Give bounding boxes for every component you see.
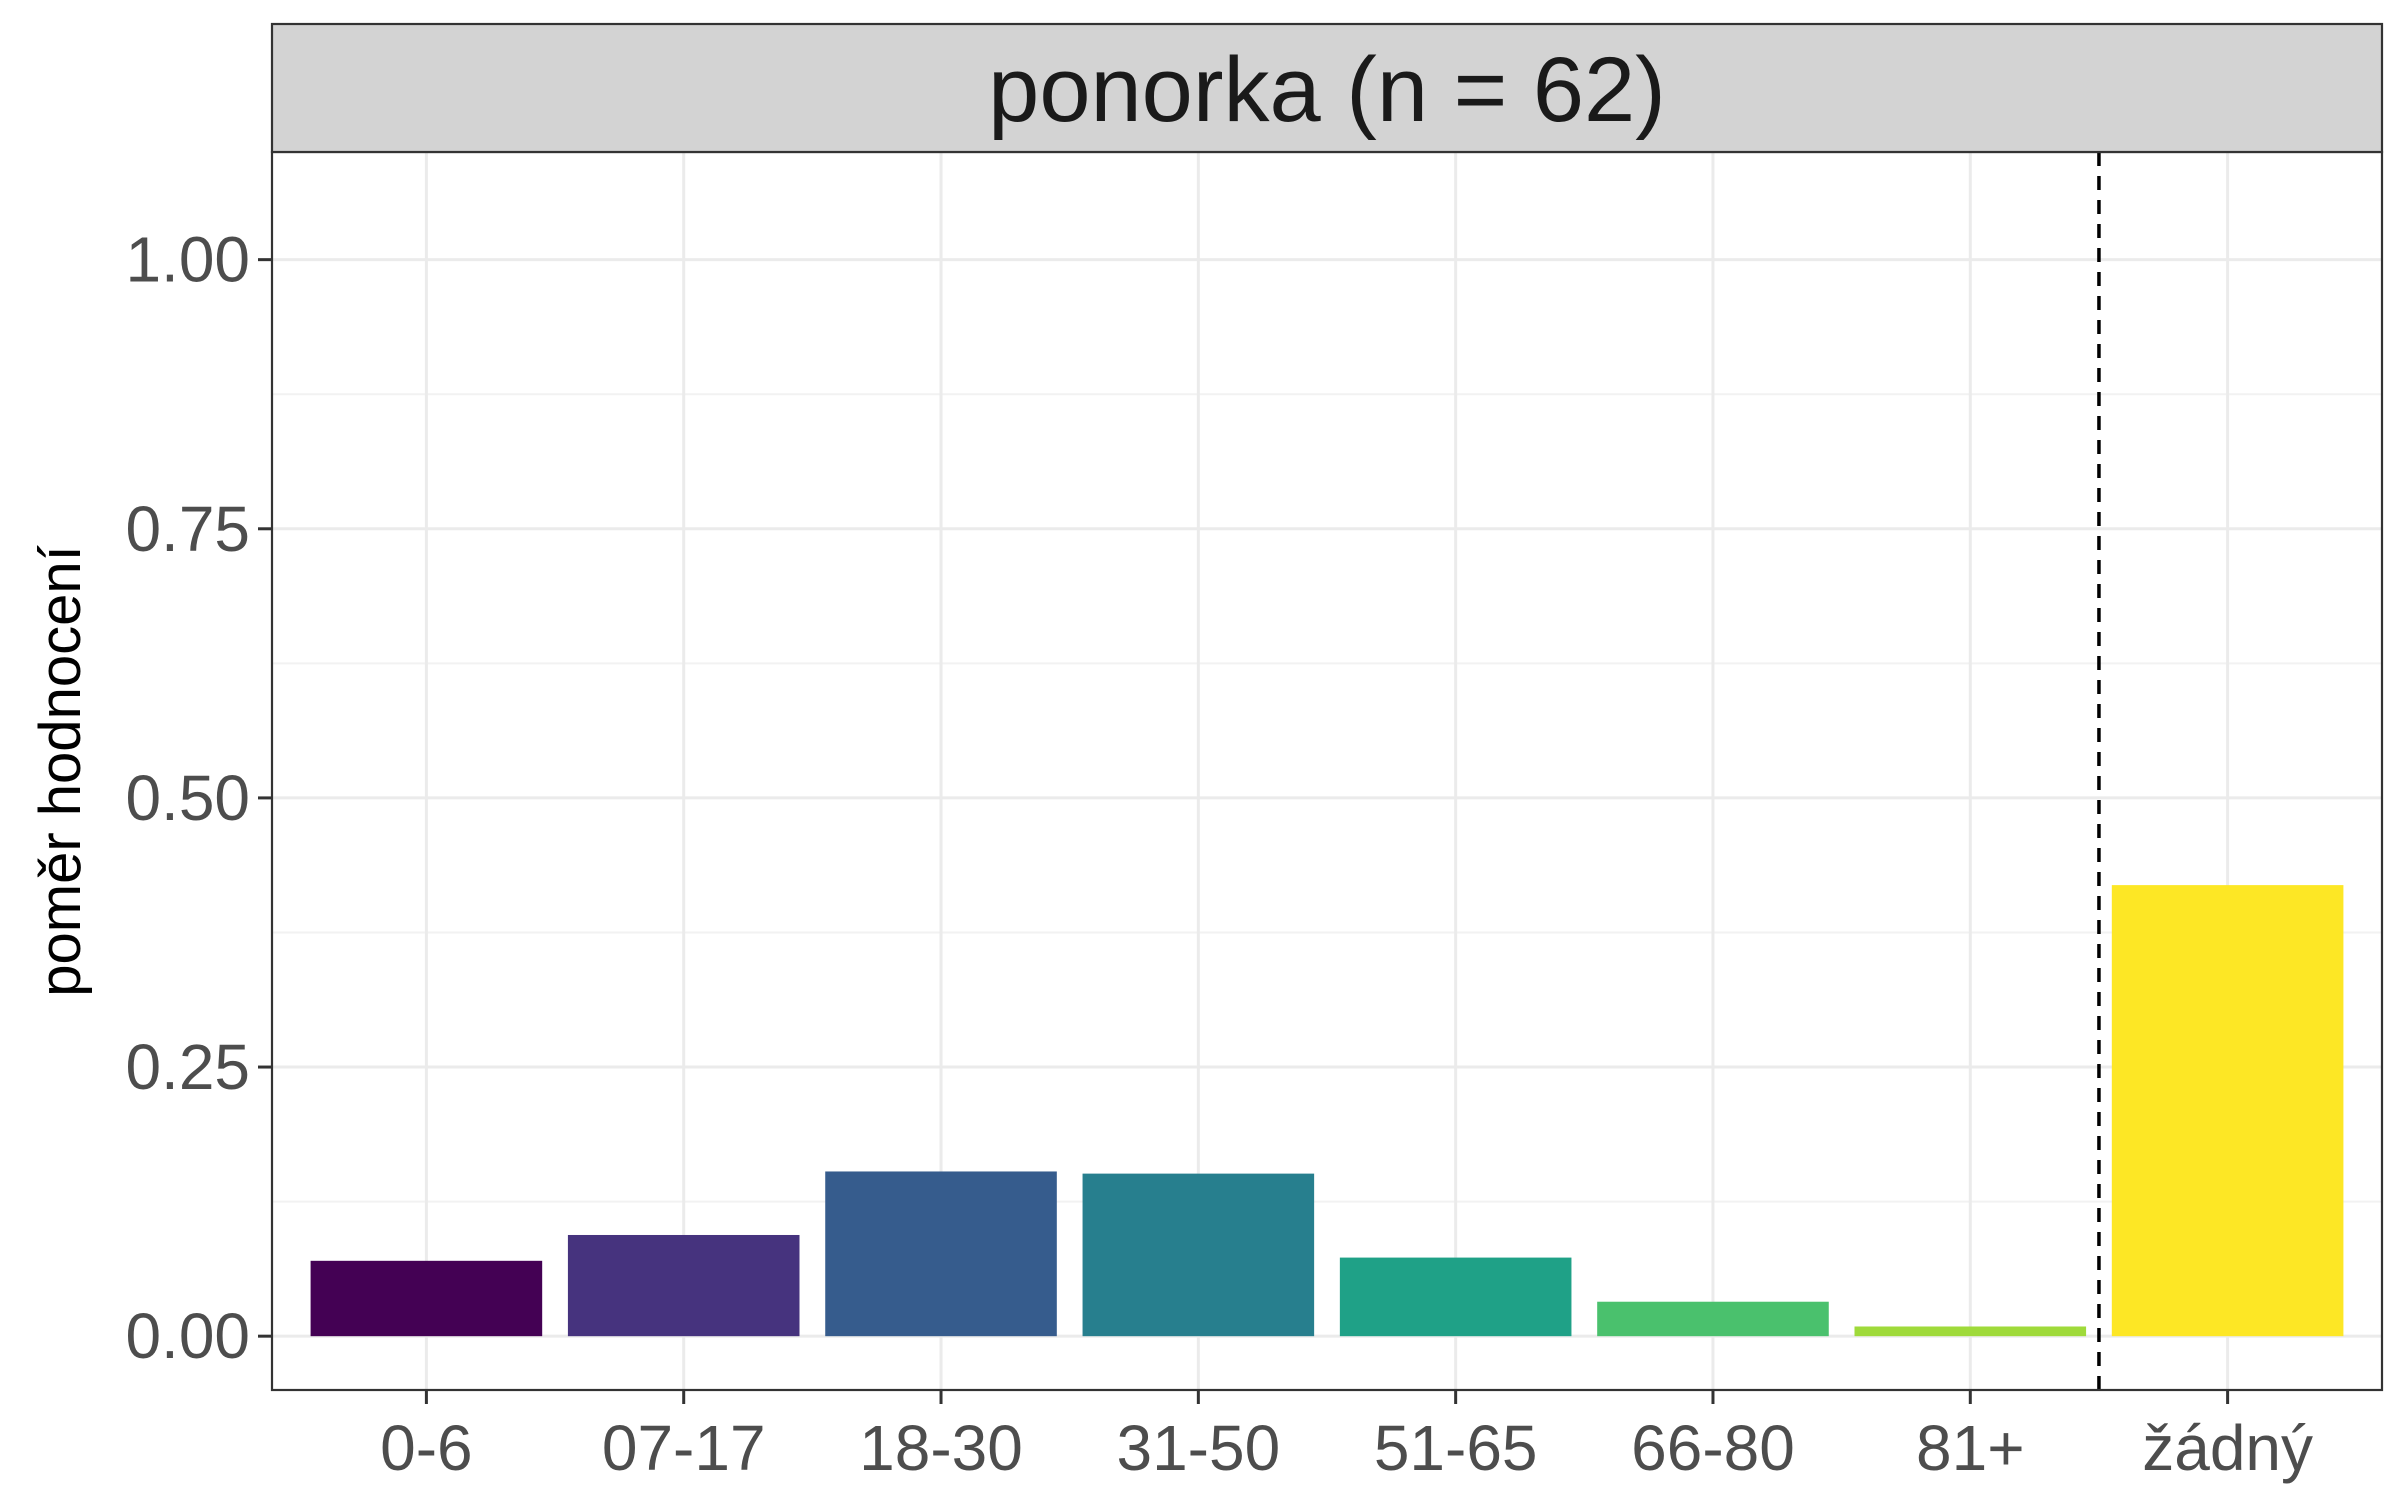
x-tick-label: 07-17	[602, 1412, 766, 1484]
x-tick-label: 18-30	[859, 1412, 1023, 1484]
bar-31-50	[1082, 1173, 1315, 1337]
bar-81+	[1854, 1326, 2087, 1337]
y-axis-title: poměr hodnocení	[28, 545, 93, 996]
x-tick-label: 81+	[1916, 1412, 2025, 1484]
y-tick-label: 0.75	[125, 493, 250, 565]
bar-51-65	[1339, 1257, 1572, 1337]
facet-strip	[270, 22, 2384, 154]
y-axis: 0.00 0.25 0.50 0.75 1.00	[125, 224, 272, 1372]
y-tick-label: 0.00	[125, 1300, 250, 1372]
x-tick-label: 0-6	[380, 1412, 473, 1484]
bar-66-80	[1597, 1301, 1829, 1337]
y-tick-label: 0.25	[125, 1031, 250, 1103]
x-tick-label: 51-65	[1374, 1412, 1538, 1484]
x-tick-label: 66-80	[1631, 1412, 1795, 1484]
grid-layer	[272, 152, 2382, 1390]
panel-border	[270, 150, 2384, 1392]
x-tick-label: žádný	[2142, 1412, 2313, 1484]
bar-žádný	[2111, 885, 2344, 1337]
x-tick-label: 31-50	[1116, 1412, 1280, 1484]
bar-07-17	[567, 1234, 800, 1337]
y-tick-label: 1.00	[125, 224, 250, 296]
facet-title: ponorka (n = 62)	[988, 39, 1666, 141]
x-axis: 0-6 07-17 18-30 31-50 51-65 66-80 81+ žádný	[380, 1390, 2313, 1484]
bar-layer	[310, 885, 2344, 1337]
y-tick-label: 0.50	[125, 762, 250, 834]
bar-18-30	[825, 1171, 1057, 1337]
bar-0-6	[310, 1260, 543, 1337]
